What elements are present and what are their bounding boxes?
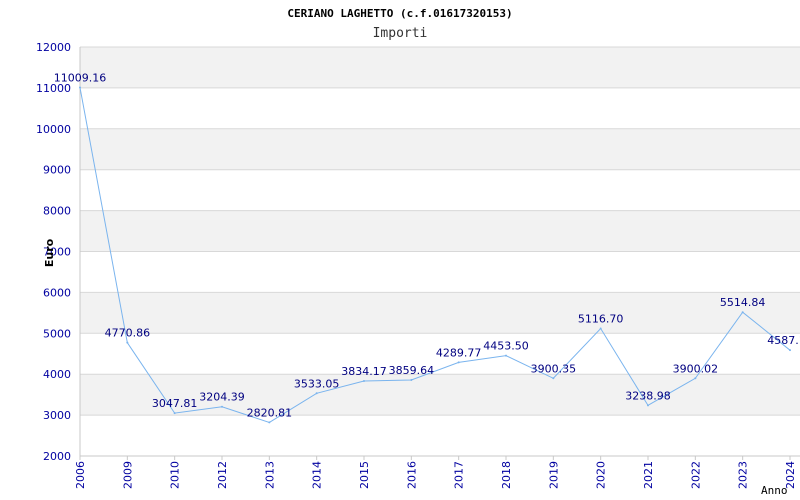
data-point [741,311,744,314]
x-tick-label: 2022 [689,461,702,489]
x-axis-ticks: 2006 2009 2010 2012 2013 2014 2015 2016 2017 2018… [74,456,797,489]
x-axis-label: Anno [761,484,788,497]
x-tick-label: 2021 [642,461,655,489]
background-bands [80,47,800,416]
x-tick-label: 2014 [311,461,324,489]
x-tick-label: 2012 [216,461,229,489]
x-tick-label: 2019 [547,461,560,489]
y-tick-label: 3000 [43,409,71,422]
data-point [599,327,602,330]
data-point [173,412,176,415]
data-point [647,404,649,407]
y-tick-label: 7000 [43,246,71,259]
series-line-group [79,86,791,424]
data-label: 3834.17 [341,365,387,378]
data-label: 5514.84 [720,296,766,309]
x-tick-label: 2006 [74,461,87,489]
background-band [80,292,800,334]
y-tick-label: 10000 [36,123,71,136]
x-tick-label: 2023 [737,461,750,489]
x-tick-label: 2016 [405,461,418,489]
data-label: 3900.02 [673,362,719,375]
y-tick-label: 5000 [43,327,71,340]
x-tick-label: 2017 [453,461,466,489]
data-label: 3533.05 [294,377,340,390]
y-tick-label: 6000 [43,286,71,299]
gridlines [79,46,800,457]
x-tick-label: 2020 [595,461,608,489]
chart-subtitle: Importi [373,26,428,41]
data-label: 3047.81 [152,397,198,410]
data-label: 3900.35 [531,362,577,375]
y-tick-label: 4000 [43,368,71,381]
x-tick-label: 2009 [121,461,134,489]
y-tick-label: 2000 [43,450,71,463]
y-tick-label: 12000 [36,41,71,54]
data-point [315,392,318,395]
x-tick-label: 2015 [358,461,371,489]
data-point [79,86,81,89]
data-label: 4770.86 [105,327,151,340]
y-tick-label: 8000 [43,205,71,218]
data-point [457,361,460,364]
data-point [268,421,271,424]
data-point [694,377,697,380]
data-label: 4453.50 [483,340,529,353]
y-axis-ticks: 2000 3000 4000 5000 6000 7000 8000 9000 10000 110… [36,41,71,463]
background-band [80,210,800,252]
background-band [80,374,800,416]
data-point [789,349,791,352]
data-label: 3204.39 [199,391,245,404]
y-tick-label: 9000 [43,164,71,177]
data-point [505,354,507,357]
data-label: 3859.64 [389,364,435,377]
data-point [221,405,223,408]
data-label: 4587.13 [767,334,800,347]
x-tick-label: 2024 [784,461,797,489]
data-point [126,341,129,344]
data-point [410,378,413,381]
data-label: 5116.70 [578,313,624,326]
data-label: 2820.81 [247,406,293,419]
series-line [79,87,791,423]
data-label: 11009.16 [54,72,107,85]
data-point [363,379,365,382]
data-point [552,377,555,380]
background-band [80,128,800,170]
y-tick-label: 11000 [36,82,71,95]
data-label: 4289.77 [436,346,482,359]
x-tick-label: 2010 [169,461,182,489]
background-band [80,47,800,88]
data-label: 3238.98 [625,389,671,402]
x-tick-label: 2018 [500,461,513,489]
x-tick-label: 2013 [263,461,276,489]
y-axis-label: Euro [43,238,56,267]
chart-title: CERIANO LAGHETTO (c.f.01617320153) [287,7,512,20]
